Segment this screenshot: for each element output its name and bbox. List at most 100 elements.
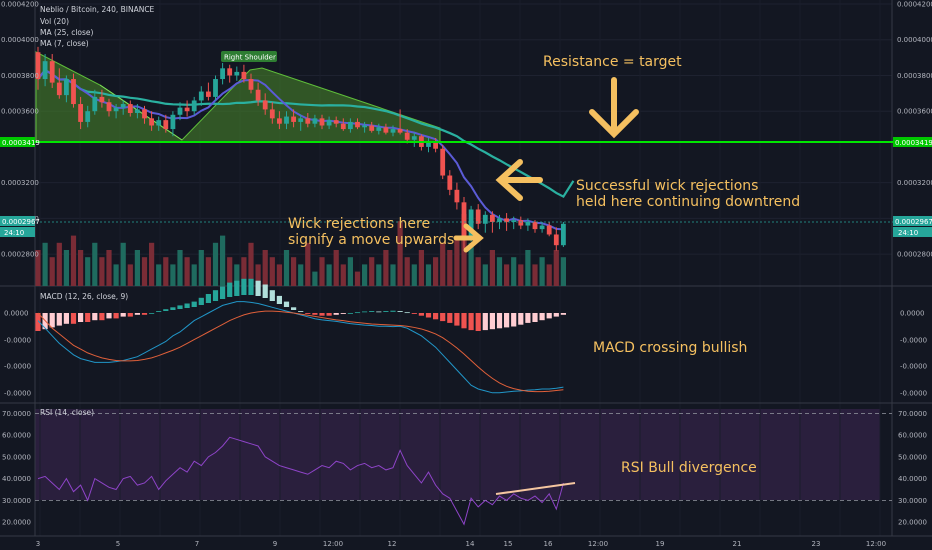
macd-tick-label-right: 0.0000 [900,310,925,318]
macd-histogram-bar [482,313,488,331]
macd-histogram-bar [418,313,424,316]
volume-bar [518,264,524,286]
candle-body [135,109,140,113]
macd-histogram-bar [120,313,126,317]
macd-histogram-bar [198,297,204,305]
candle-body [213,79,218,97]
rsi-tick-label-left: 20.0000 [2,519,31,527]
macd-histogram-bar [248,278,254,295]
volume-bar [127,264,133,286]
candle-body [390,129,396,133]
macd-histogram-bar [220,286,226,299]
candle-body [454,189,460,203]
x-tick-label: 19 [656,540,665,548]
candle-body [198,91,204,101]
macd-histogram-bar [504,313,510,328]
candle-body [78,104,83,122]
macd-tick-label-right: -0.0000 [900,390,927,398]
macd-histogram-bar [63,313,69,324]
macd-signal-line [37,310,564,393]
volume-bar [234,264,240,286]
candle-body [426,141,431,147]
candle-body [142,109,147,119]
rsi-pane [35,413,892,526]
rsi-tick-label-right: 40.0000 [898,475,927,483]
x-tick-label: 5 [116,540,120,548]
macd-histogram-bar [184,303,190,308]
rsi-tick-label-left: 70.0000 [2,410,31,418]
macd-histogram-bar [78,313,84,322]
rsi-tick-label-left: 50.0000 [2,453,31,461]
volume-bar [504,264,510,286]
candle-body [532,221,538,230]
volume-bar [383,250,389,286]
volume-bar [113,264,119,286]
macd-histogram-bar [291,307,297,310]
volume-bar [163,257,169,286]
volume-bar [134,250,140,286]
x-tick-label: 14 [466,540,475,548]
resistance-tag-right-label: 0.0003419 [895,139,932,147]
price-tick-label-left: 0.0004000 [1,36,39,44]
rsi-tick-label-left: 30.0000 [2,497,31,505]
macd-histogram-bar [560,313,566,315]
rsi-tick-label-right: 20.0000 [898,519,927,527]
x-tick-label: 3 [36,540,40,548]
macd-histogram-bar [411,313,417,314]
volume-bar [425,264,432,286]
countdown-tag-right-label: 24:10 [898,229,918,237]
price-tick-label-left: 0.0002800 [1,251,39,259]
volume-bar [149,242,155,286]
macd-histogram-bar [475,313,481,331]
wick-up-note-line2: signify a move upwards [288,232,454,248]
volume-bar [42,242,48,286]
candle-body [369,125,375,131]
volume-bar [390,264,396,286]
rsi-divergence-line [495,482,576,495]
volume-bar [539,257,545,286]
macd-histogram-bar [383,311,389,312]
candle-body [440,148,446,176]
rsi-band [35,409,880,500]
candle-body [35,52,41,80]
macd-histogram-bar [340,313,346,314]
macd-histogram-bar [525,313,531,323]
macd-histogram-bar [127,313,133,317]
candle-body [284,116,289,124]
left-arrow-icon [495,159,543,201]
macd-tick-label-left: -0.0000 [4,363,31,371]
candle-body [504,218,509,222]
volume-bar [276,264,282,286]
volume-bar [205,257,211,286]
volume-bar [120,242,126,286]
candle-body [404,132,410,140]
macd-histogram-bar [319,313,325,316]
price-tick-label-left: 0.0003600 [1,108,39,116]
volume-bar [248,242,254,286]
wick-up-note-line1: Wick rejections here [288,216,430,232]
macd-histogram-bar [262,284,268,298]
volume-bar [411,264,417,286]
candle-body [525,221,531,226]
price-tick-label-right: 0.0004200 [897,1,932,9]
candle-body [56,82,62,96]
candle-body [319,118,325,126]
macd-tick-label-left: -0.0000 [4,390,31,398]
candle-body [163,120,169,130]
resistance-tag-left [0,137,35,147]
rsi-tick-label-right: 30.0000 [898,497,927,505]
legend-rsi: RSI (14, close) [40,408,94,417]
resistance-note: Resistance = target [543,54,682,70]
macd-histogram-bar [106,313,112,319]
macd-histogram-bar [539,313,545,321]
resistance-tag-left-label: 0.0003419 [2,139,40,147]
macd-histogram-bar [468,313,474,331]
countdown-tag-right [893,227,932,237]
macd-pane [35,278,566,394]
volume-bar [347,257,353,286]
volume-bar [262,250,268,286]
macd-tick-label-left: -0.0000 [4,337,31,345]
volume-bar [447,250,453,286]
rsi-tick-label-left: 40.0000 [2,475,31,483]
candle-body [255,89,261,101]
